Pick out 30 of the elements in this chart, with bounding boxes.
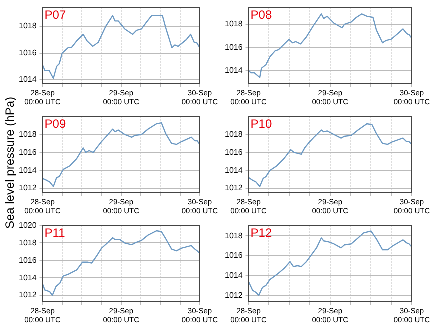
y-tick-label: 1018	[19, 22, 38, 31]
y-tick-label: 1012	[19, 290, 38, 300]
y-tick-label: 1016	[19, 48, 38, 58]
y-tick-label: 1018	[19, 130, 38, 139]
chart-title: P07	[44, 8, 66, 22]
chart-title: P12	[250, 226, 272, 240]
y-tick-label: 1018	[19, 238, 38, 248]
y-tick-label: 1014	[19, 75, 38, 84]
y-tick-label: 1018	[225, 231, 244, 240]
y-tick-label: 1014	[225, 166, 244, 175]
y-tick-label: 1014	[19, 273, 38, 282]
chart-title: P10	[250, 117, 272, 132]
y-tick-label: 1020	[19, 221, 38, 230]
y-tick-label: 1012	[225, 184, 244, 193]
y-tick-label: 1014	[19, 166, 38, 175]
y-tick-label: 1016	[225, 251, 244, 260]
y-tick-label: 1016	[225, 148, 244, 157]
chart-title: P11	[44, 226, 66, 240]
y-axis-title: Sea level pressure (hPa)	[3, 96, 17, 230]
y-tick-label: 1018	[225, 130, 244, 139]
y-tick-label: 1016	[19, 256, 38, 265]
y-tick-label: 1018	[225, 20, 244, 29]
chart-title: P08	[250, 8, 272, 22]
y-tick-label: 1014	[225, 66, 244, 75]
chart-title: P09	[44, 117, 66, 132]
y-tick-label: 1012	[225, 290, 244, 300]
y-tick-label: 1016	[225, 42, 244, 52]
y-tick-label: 1016	[19, 148, 38, 157]
y-tick-label: 1012	[19, 184, 38, 193]
y-tick-label: 1014	[225, 270, 244, 280]
